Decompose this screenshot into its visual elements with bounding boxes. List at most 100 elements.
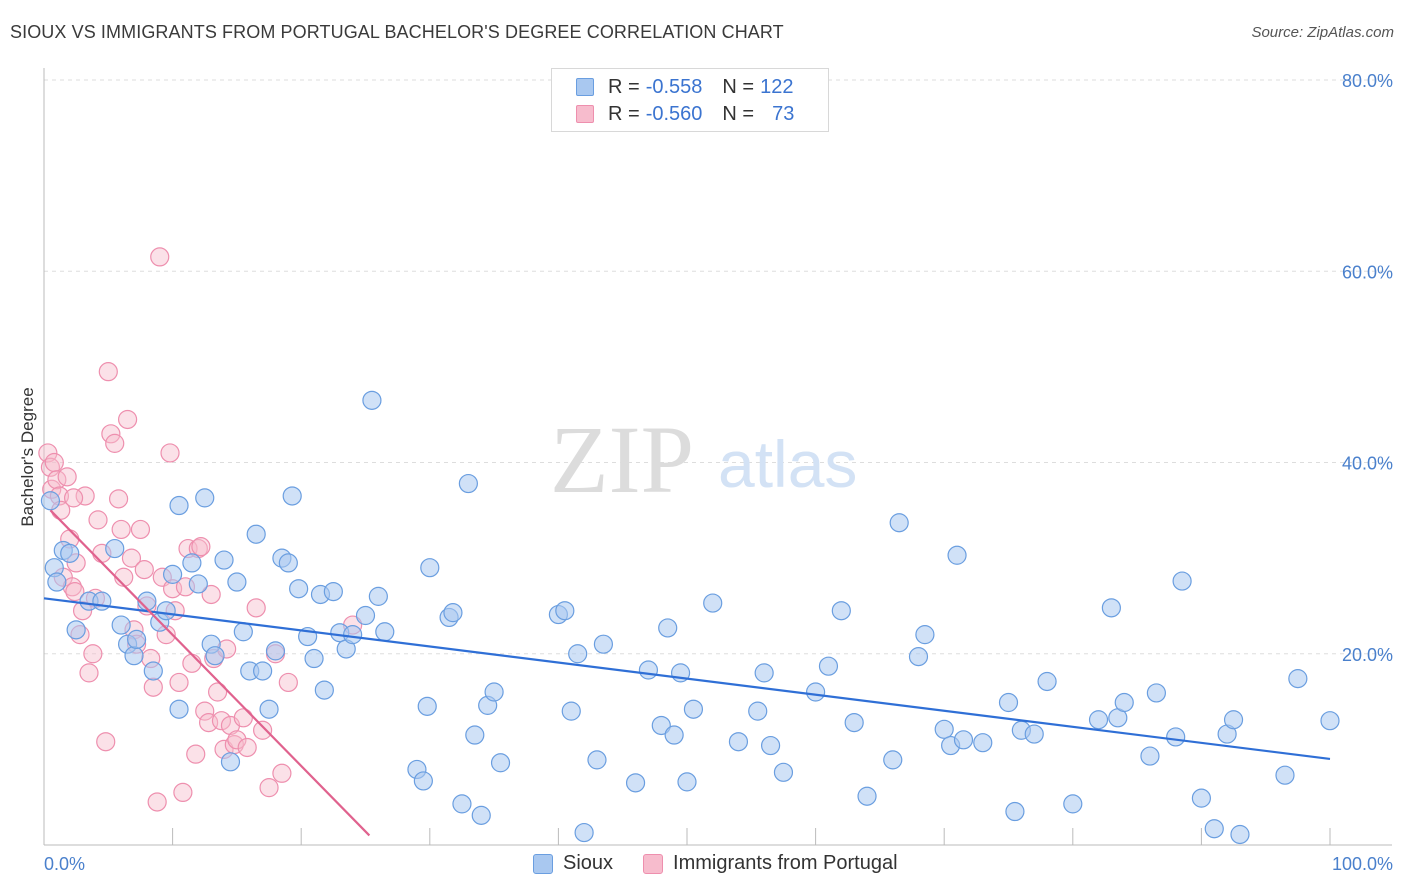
sioux-point (844, 712, 864, 733)
sioux-point (1191, 788, 1212, 808)
portugal-point (63, 488, 84, 508)
sioux-point (1037, 671, 1057, 692)
sioux-point (754, 663, 774, 683)
sioux-point (413, 771, 433, 791)
portugal-point (201, 584, 221, 605)
sioux-point (1275, 765, 1295, 785)
sioux-point (233, 622, 253, 642)
sioux-point (214, 550, 234, 570)
portugal-point (44, 452, 64, 473)
portugal-point (108, 489, 129, 509)
sioux-point (1088, 710, 1109, 730)
sioux-point (465, 725, 485, 745)
n-value: 122 (760, 75, 794, 98)
sioux-point (282, 486, 302, 506)
portugal-point (191, 537, 211, 557)
portugal-point (259, 778, 279, 798)
trendlines (43, 509, 1331, 837)
watermark-atlas: atlas (718, 427, 857, 501)
portugal-point (134, 559, 154, 580)
sioux-point (169, 495, 189, 516)
sioux-point (561, 701, 581, 721)
sioux-point (1024, 724, 1044, 744)
sioux-point (156, 601, 176, 621)
y-tick-label: 40.0% (1342, 454, 1393, 474)
sioux-point (227, 572, 247, 592)
portugal-point (173, 782, 193, 803)
sioux-point (883, 750, 903, 770)
r-label: R = (608, 75, 640, 98)
sioux-point (163, 564, 183, 584)
sioux-point (658, 618, 678, 638)
r-label: R = (608, 102, 640, 125)
correlation-legend: R = -0.558 N = 122 R = -0.560 N = 73 (551, 68, 829, 132)
sioux-point (934, 719, 954, 739)
sioux-trendline (43, 597, 1331, 761)
r-value: -0.558 (645, 75, 703, 98)
portugal-point (195, 701, 215, 721)
sioux-point (1063, 794, 1083, 814)
sioux-point (169, 699, 189, 719)
sioux-point (1166, 727, 1186, 747)
sioux-point (220, 752, 241, 772)
portugal-point (111, 519, 131, 540)
sioux-point (998, 692, 1019, 713)
legend-item-sioux[interactable]: Sioux (533, 852, 613, 875)
sioux-point (471, 805, 491, 825)
legend-item-portugal[interactable]: Immigrants from Portugal (643, 852, 898, 875)
sioux-point (289, 579, 309, 599)
portugal-point (160, 443, 180, 463)
portugal-point (278, 672, 298, 693)
portugal-point (130, 519, 151, 540)
sioux-point (355, 605, 376, 626)
sioux-point (1223, 710, 1244, 730)
sioux-point (323, 581, 343, 602)
sioux-point (105, 538, 125, 559)
watermark-zip: ZIP (550, 406, 694, 513)
portugal-point (101, 424, 121, 444)
sioux-point (915, 625, 935, 645)
grid-lines (44, 79, 1392, 655)
y-axis-title: Bachelor's Degree (18, 387, 37, 526)
sioux-point (728, 732, 749, 752)
sioux-point (831, 601, 851, 621)
sioux-point (773, 762, 794, 782)
sioux-point (1320, 711, 1340, 731)
sioux-point (66, 620, 86, 640)
sioux-point (947, 545, 967, 565)
sioux-point (182, 553, 202, 573)
legend-row-sioux: R = -0.558 N = 122 (576, 75, 793, 99)
sioux-point (1146, 683, 1166, 703)
sioux-point (1140, 746, 1160, 766)
sioux-point (188, 574, 208, 594)
y-tick-label: 60.0% (1342, 262, 1393, 282)
portugal-point (79, 663, 99, 683)
sioux-point (143, 661, 163, 681)
sioux-point (805, 682, 826, 702)
sioux-point (417, 696, 437, 716)
sioux-point (375, 622, 395, 642)
sioux-point (1172, 571, 1192, 591)
n-value: 73 (772, 102, 795, 125)
sioux-point (124, 646, 144, 666)
sioux-point (205, 646, 225, 666)
legend-label-sioux: Sioux (563, 852, 614, 874)
portugal-point (182, 653, 202, 673)
n-label: N = (722, 102, 755, 125)
watermark: ZIP atlas (550, 406, 857, 513)
portugal-point (57, 467, 77, 487)
sioux-point (362, 390, 382, 410)
sioux-points (40, 390, 1340, 845)
portugal-point (83, 644, 103, 664)
axis-labels: 20.0% 40.0% 60.0% 80.0% 0.0% 100.0% Bachelor's… (18, 71, 1393, 874)
sioux-point (1288, 669, 1308, 689)
sioux-point (703, 593, 723, 613)
sioux-point (278, 553, 298, 573)
portugal-point (186, 744, 206, 764)
sioux-point (683, 699, 704, 719)
source-label: Source: ZipAtlas.com (1251, 24, 1394, 41)
sioux-point (343, 625, 363, 645)
sioux-point (625, 773, 646, 793)
sioux-point (490, 753, 511, 773)
